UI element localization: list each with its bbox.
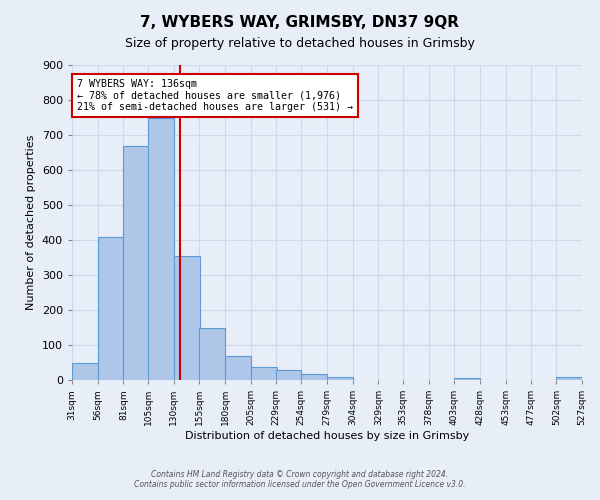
X-axis label: Distribution of detached houses by size in Grimsby: Distribution of detached houses by size …	[185, 431, 469, 441]
Bar	[225, 356, 251, 380]
Bar	[72, 362, 98, 380]
Bar	[275, 370, 301, 380]
Bar	[327, 377, 353, 380]
Bar	[199, 328, 225, 380]
Text: Contains HM Land Registry data © Crown copyright and database right 2024.
Contai: Contains HM Land Registry data © Crown c…	[134, 470, 466, 489]
Bar	[455, 378, 480, 380]
Bar	[556, 377, 582, 380]
Bar	[124, 146, 149, 380]
Text: 7 WYBERS WAY: 136sqm
← 78% of detached houses are smaller (1,976)
21% of semi-de: 7 WYBERS WAY: 136sqm ← 78% of detached h…	[77, 79, 353, 112]
Bar	[301, 374, 327, 380]
Bar	[174, 256, 199, 380]
Text: 7, WYBERS WAY, GRIMSBY, DN37 9QR: 7, WYBERS WAY, GRIMSBY, DN37 9QR	[140, 15, 460, 30]
Text: Size of property relative to detached houses in Grimsby: Size of property relative to detached ho…	[125, 38, 475, 51]
Bar	[98, 236, 124, 380]
Bar	[251, 366, 277, 380]
Bar	[148, 118, 174, 380]
Y-axis label: Number of detached properties: Number of detached properties	[26, 135, 36, 310]
